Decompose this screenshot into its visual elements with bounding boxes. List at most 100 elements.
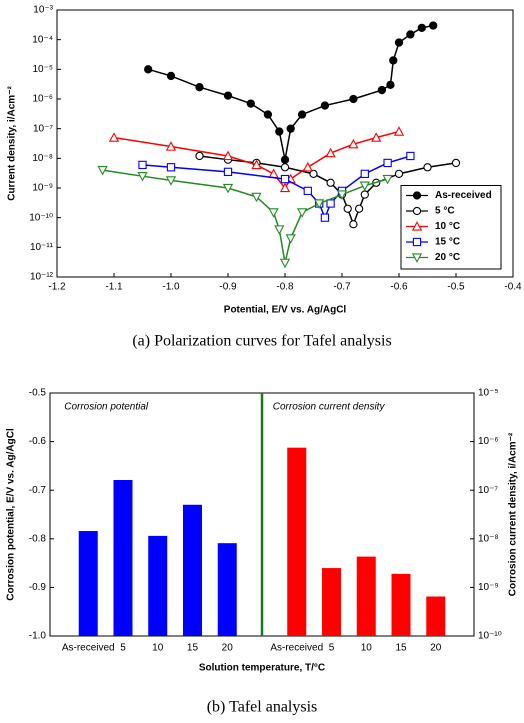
y-tick-label: 10⁻⁸ <box>32 153 53 164</box>
y-tick-label: 10⁻⁹ <box>32 183 53 194</box>
data-point <box>297 110 307 119</box>
bar <box>113 479 133 636</box>
x-tick-label: 10 <box>361 643 373 654</box>
bar <box>182 504 202 636</box>
series-line <box>102 169 388 264</box>
x-tick-label: -0.6 <box>390 282 408 293</box>
y2-tick-label: 10⁻⁵ <box>478 388 499 399</box>
bar <box>391 573 411 636</box>
y-tick-label: 10⁻¹¹ <box>30 242 54 253</box>
bar <box>148 535 168 636</box>
x-tick-label: -1.0 <box>162 282 180 293</box>
y-tick-label: 10⁻¹² <box>30 272 54 283</box>
data-point <box>320 213 330 222</box>
legend-marker <box>412 237 422 247</box>
data-point <box>320 101 330 110</box>
data-point <box>222 150 234 161</box>
caption: (a) Polarization curves for Tafel analys… <box>132 333 391 350</box>
data-point <box>325 147 336 158</box>
x-tick-label: -1.1 <box>105 282 123 293</box>
data-point <box>222 183 234 194</box>
y-tick-label: -0.5 <box>29 388 47 399</box>
data-point <box>165 141 177 151</box>
bar <box>217 543 237 636</box>
data-point <box>360 190 369 199</box>
x-tick-label: 20 <box>430 643 442 654</box>
data-point <box>275 127 284 136</box>
y-tick-label: 10⁻³ <box>33 5 53 16</box>
x-tick-label: As-received <box>62 643 115 654</box>
data-point <box>195 151 204 161</box>
data-point <box>280 174 290 184</box>
data-point <box>246 99 255 108</box>
data-point <box>286 124 295 133</box>
legend-label: 15 °C <box>435 237 460 248</box>
data-point <box>137 172 148 182</box>
y-tick-label: 10⁻⁶ <box>32 94 53 105</box>
series-line <box>147 24 434 160</box>
y2-axis-label: Corrosion current density, i/Acm⁻² <box>508 432 519 596</box>
data-point <box>393 126 405 136</box>
data-point <box>303 186 312 196</box>
legend-label: 20 °C <box>435 252 460 263</box>
data-point <box>108 132 120 142</box>
data-point <box>97 165 108 176</box>
y2-tick-label: 10⁻⁶ <box>478 436 499 447</box>
data-point <box>223 91 233 100</box>
x-tick-label: 20 <box>222 643 234 654</box>
data-point <box>371 132 382 142</box>
legend-label: 10 °C <box>435 221 460 232</box>
data-point <box>251 192 262 203</box>
data-point <box>423 163 432 172</box>
data-point <box>359 181 370 192</box>
data-point <box>263 110 273 119</box>
data-point <box>251 159 262 170</box>
x-tick-label: 5 <box>120 643 126 654</box>
y-tick-label: 10⁻¹⁰ <box>29 212 53 223</box>
legend-marker <box>412 191 422 200</box>
x-tick-label: -1.2 <box>48 282 66 293</box>
x-axis-label: Solution temperature, T/°C <box>199 663 325 674</box>
y-axis-label: Corrosion potential, E/V vs. Ag/AgCl <box>6 428 17 601</box>
legend-marker <box>411 221 423 231</box>
x-tick-label: -0.4 <box>504 282 522 293</box>
data-point <box>336 190 348 200</box>
data-point <box>296 208 308 218</box>
data-point <box>138 160 147 170</box>
data-point <box>429 21 438 30</box>
data-point <box>195 83 204 92</box>
y-tick-label: -1.0 <box>29 631 47 642</box>
data-point <box>144 65 153 74</box>
data-point <box>279 182 291 193</box>
data-point <box>360 169 369 178</box>
data-point <box>382 174 393 185</box>
data-point <box>417 23 426 33</box>
data-point <box>343 204 352 213</box>
series-annotation: Corrosion current density <box>273 402 386 413</box>
legend-label: 5 °C <box>435 206 455 217</box>
bar <box>287 447 307 636</box>
y2-tick-label: 10⁻⁷ <box>478 485 498 496</box>
data-point <box>394 169 404 178</box>
data-point <box>268 208 279 218</box>
data-point <box>279 258 291 269</box>
data-point <box>406 30 415 39</box>
caption: (b) Tafel analysis <box>207 699 318 716</box>
data-point <box>348 138 359 149</box>
data-point <box>326 178 335 187</box>
y-tick-label: -0.9 <box>29 582 47 593</box>
x-tick-label: 15 <box>187 643 199 654</box>
x-tick-label: 5 <box>329 643 335 654</box>
data-point <box>280 155 290 164</box>
data-point <box>314 199 325 209</box>
y2-tick-label: 10⁻⁹ <box>478 582 499 593</box>
legend-marker <box>412 206 422 216</box>
data-point <box>326 199 335 208</box>
data-point <box>166 163 176 172</box>
series-annotation: Corrosion potential <box>64 402 149 413</box>
data-point <box>451 158 461 168</box>
data-point <box>406 151 415 161</box>
bar <box>322 568 342 636</box>
y-tick-label: 10⁻⁵ <box>32 64 53 75</box>
